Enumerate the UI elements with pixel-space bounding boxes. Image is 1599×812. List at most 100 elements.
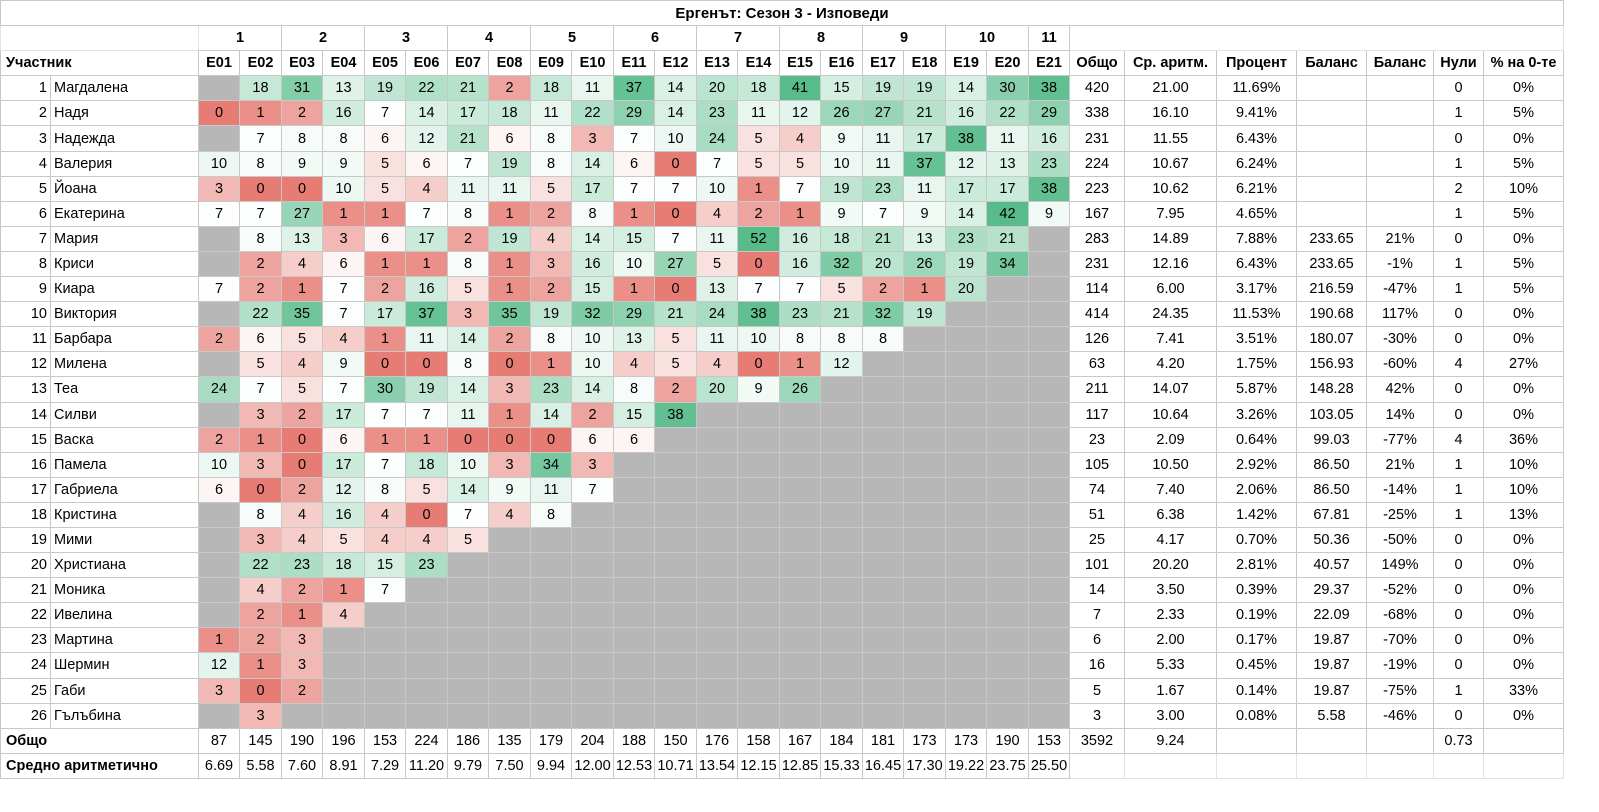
episode-value-cell [654, 627, 697, 654]
episode-total-cell: 150 [654, 727, 697, 754]
percent-cell: 6.43% [1216, 250, 1297, 278]
balance-cell [1296, 125, 1367, 152]
episode-value-cell [862, 401, 904, 428]
episode-value-cell: 11 [447, 401, 489, 428]
episode-total-cell: 135 [488, 727, 531, 754]
episode-value-cell [364, 652, 406, 679]
balance-cell: 19.87 [1296, 627, 1367, 654]
episode-value-cell [1028, 577, 1070, 604]
episode-value-cell: 37 [405, 301, 448, 328]
percent-cell: 3.26% [1216, 401, 1297, 428]
episode-value-cell: 7 [862, 200, 904, 227]
rank-cell: 5 [0, 175, 51, 202]
episode-value-cell: 1 [530, 351, 572, 378]
episode-value-cell: 7 [198, 200, 240, 227]
episode-value-cell [1028, 552, 1070, 579]
episode-value-cell [945, 426, 987, 453]
rank-cell: 26 [0, 702, 51, 729]
empty-cell [1069, 752, 1125, 779]
balance-percent-cell: -50% [1366, 526, 1434, 554]
average-row: Средно аритметично 6.69 5.58 7.60 8.91 7.29 11… [0, 752, 1564, 779]
episode-value-cell [820, 552, 863, 579]
total-cell: 414 [1069, 301, 1125, 328]
zeros-cell: 1 [1433, 501, 1484, 528]
episode-value-cell: 7 [322, 376, 365, 403]
episode-total-cell: 179 [530, 727, 572, 754]
episode-value-cell [488, 677, 531, 704]
episode-value-cell: 1 [737, 175, 780, 202]
episode-value-cell [198, 125, 240, 152]
episode-value-cell [945, 627, 987, 654]
balance-percent-cell: -25% [1366, 501, 1434, 528]
episode-value-cell [405, 627, 448, 654]
episode-value-cell [986, 326, 1029, 353]
episode-value-cell: 11 [530, 476, 572, 503]
total-cell: 420 [1069, 75, 1125, 102]
episode-value-cell: 30 [364, 376, 406, 403]
balance-percent-cell: -19% [1366, 652, 1434, 679]
episode-value-cell [530, 677, 572, 704]
episode-value-cell [820, 652, 863, 679]
episode-value-cell: 12 [820, 351, 863, 378]
percent-cell: 9.41% [1216, 100, 1297, 127]
episode-value-cell [1028, 476, 1070, 503]
balance-cell: 22.09 [1296, 602, 1367, 629]
balance-cell: 190.68 [1296, 301, 1367, 328]
episode-value-cell: 19 [820, 175, 863, 202]
episode-value-cell [986, 552, 1029, 579]
participant-row: 10 Виктория 22 35 7 17 37 3 35 19 32 29 21 24 38 23 21 32… [0, 301, 1564, 328]
grand-total-cell: 3592 [1069, 727, 1125, 754]
episode-value-cell: 8 [447, 351, 489, 378]
episode-value-cell: 3 [198, 175, 240, 202]
episode-value-cell: 7 [613, 175, 655, 202]
episode-value-cell: 0 [488, 351, 531, 378]
episode-value-cell: 1 [779, 351, 821, 378]
episode-value-cell [447, 702, 489, 729]
participant-name: Мими [50, 526, 199, 554]
episode-value-cell: 18 [322, 552, 365, 579]
episode-value-cell [862, 677, 904, 704]
average-cell: 2.00 [1124, 627, 1217, 654]
episode-value-cell: 4 [322, 326, 365, 353]
episode-value-cell: 3 [198, 677, 240, 704]
episode-value-cell: 12 [779, 100, 821, 127]
episode-value-cell [281, 702, 323, 729]
episode-total-cell: 167 [779, 727, 821, 754]
episode-value-cell [820, 501, 863, 528]
episode-value-cell: 6 [405, 150, 448, 177]
zeros-cell: 0 [1433, 376, 1484, 403]
episode-header-e10: E10 [571, 50, 614, 77]
balance-percent-cell [1366, 75, 1434, 102]
episode-value-cell [986, 526, 1029, 554]
participant-row: 8 Криси 2 4 6 1 1 8 1 3 16 10 27 5 0 16 32 20 26 19 34 231 12.… [0, 250, 1564, 278]
episode-value-cell: 2 [488, 326, 531, 353]
rank-cell: 7 [0, 225, 51, 252]
episode-value-cell: 0 [654, 200, 697, 227]
episode-value-cell [1028, 225, 1070, 252]
episode-value-cell: 5 [239, 351, 282, 378]
episode-value-cell [737, 401, 780, 428]
episode-value-cell [986, 376, 1029, 403]
week-5-header: 5 [530, 25, 614, 52]
balance-cell: 156.93 [1296, 351, 1367, 378]
episode-value-cell: 1 [322, 200, 365, 227]
episode-value-cell: 17 [903, 125, 946, 152]
episode-average-cell: 8.91 [322, 752, 365, 779]
episode-value-cell [488, 577, 531, 604]
episode-value-cell: 22 [986, 100, 1029, 127]
episode-value-cell [737, 526, 780, 554]
episode-value-cell: 2 [198, 426, 240, 453]
percent-cell: 2.81% [1216, 552, 1297, 579]
episode-value-cell: 4 [696, 200, 738, 227]
balance-cell: 19.87 [1296, 677, 1367, 704]
episode-value-cell: 3 [239, 451, 282, 478]
episode-value-cell [820, 677, 863, 704]
rank-cell: 21 [0, 577, 51, 604]
episode-value-cell: 23 [945, 225, 987, 252]
episode-value-cell: 3 [488, 451, 531, 478]
episode-value-cell [654, 476, 697, 503]
episode-total-cell: 190 [281, 727, 323, 754]
total-cell: 126 [1069, 326, 1125, 353]
participant-name: Кристина [50, 501, 199, 528]
episode-value-cell [613, 677, 655, 704]
